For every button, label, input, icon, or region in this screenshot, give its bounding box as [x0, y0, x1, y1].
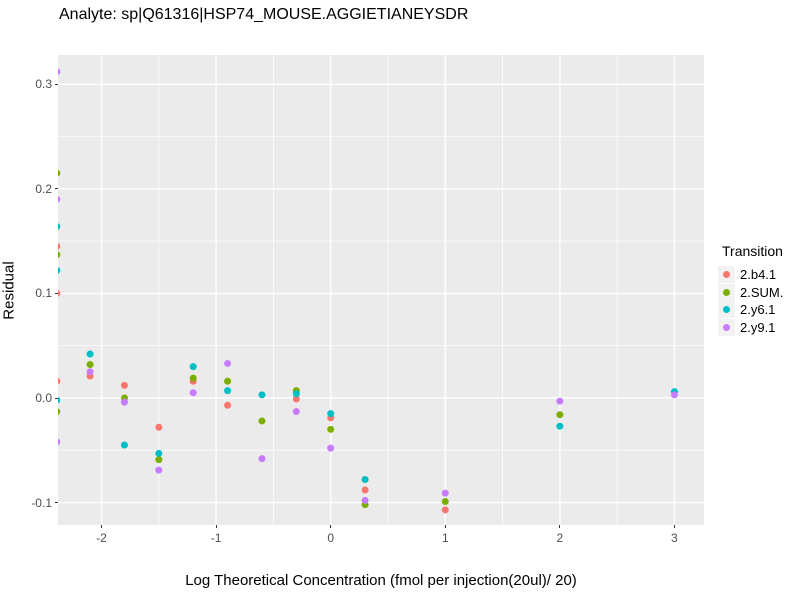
data-point-2.y9.1	[441, 489, 449, 497]
legend-label: 2.b4.1	[740, 267, 777, 283]
scatter-plot-canvas	[58, 55, 704, 525]
data-point-2.y6.1	[292, 390, 300, 398]
y-tick-label: 0.1	[35, 286, 52, 301]
legend-dot-icon	[723, 306, 730, 314]
data-point-2.y6.1	[258, 391, 266, 399]
data-point-2.y9.1	[258, 455, 266, 463]
data-point-2.y9.1	[120, 398, 128, 406]
y-tick-mark	[55, 292, 58, 294]
data-point-2.y9.1	[292, 408, 300, 416]
legend-row: 2.y6.1	[718, 301, 783, 319]
data-point-2.b4.1	[155, 423, 163, 431]
data-point-2.b4.1	[58, 290, 61, 297]
y-tick-label: 0.2	[35, 181, 52, 196]
legend-label: 2.SUM.	[740, 284, 784, 300]
data-point-2.y9.1	[86, 368, 94, 376]
legend-dot-icon	[723, 323, 730, 331]
y-tick-mark	[55, 83, 58, 85]
legend-key-swatch	[718, 283, 735, 301]
plot-panel	[58, 55, 704, 525]
data-point-2.y6.1	[361, 476, 369, 484]
legend: Transition 2.b4.1 2.SUM. 2.y6.1 2.y9.1	[718, 243, 783, 336]
x-tick-label: 2	[556, 531, 564, 545]
legend-dot-icon	[723, 288, 730, 296]
x-tick-label: 0	[327, 531, 335, 545]
data-point-2.b4.1	[224, 401, 232, 409]
legend-key-swatch	[718, 301, 735, 319]
data-point-2.SUM.	[441, 497, 449, 505]
data-point-2.y9.1	[670, 391, 678, 399]
x-tick-mark	[444, 525, 446, 528]
data-point-2.b4.1	[120, 381, 128, 389]
data-point-2.y6.1	[120, 441, 128, 449]
data-point-2.y6.1	[224, 387, 232, 395]
legend-row: 2.b4.1	[718, 266, 783, 284]
data-point-2.y6.1	[189, 363, 197, 371]
legend-label: 2.y9.1	[740, 319, 776, 335]
data-point-2.SUM.	[58, 169, 61, 177]
data-point-2.y9.1	[327, 444, 335, 452]
plot-title: Analyte: sp|Q61316|HSP74_MOUSE.AGGIETIAN…	[59, 6, 469, 23]
data-point-2.SUM.	[58, 408, 61, 415]
data-point-2.b4.1	[441, 506, 449, 514]
x-tick-label: -1	[210, 531, 222, 545]
data-point-2.SUM.	[86, 360, 94, 368]
data-point-2.SUM.	[155, 456, 163, 464]
legend-key-swatch	[718, 318, 735, 336]
data-point-2.y6.1	[58, 396, 61, 404]
x-tick-mark	[330, 525, 332, 528]
x-tick-label: 3	[671, 531, 678, 545]
data-point-2.y6.1	[86, 350, 94, 358]
x-tick-label: 1	[441, 531, 449, 545]
x-tick-mark	[559, 525, 561, 528]
data-point-2.y9.1	[361, 496, 369, 504]
data-point-2.y9.1	[155, 466, 163, 474]
data-point-2.b4.1	[58, 243, 61, 250]
x-tick-mark	[673, 525, 675, 528]
x-axis-title: Log Theoretical Concentration (fmol per …	[185, 572, 577, 589]
legend-items: 2.b4.1 2.SUM. 2.y6.1 2.y9.1	[718, 266, 783, 336]
data-point-2.y6.1	[556, 422, 564, 430]
data-point-2.y6.1	[155, 449, 163, 457]
data-point-2.b4.1	[292, 395, 300, 403]
legend-dot-icon	[723, 271, 730, 279]
data-point-2.SUM.	[58, 251, 61, 259]
data-point-2.y9.1	[58, 195, 61, 203]
y-tick-mark	[55, 397, 58, 399]
legend-label: 2.y6.1	[740, 302, 776, 318]
data-point-2.SUM.	[224, 377, 232, 385]
data-point-2.b4.1	[58, 377, 61, 385]
x-tick-mark	[215, 525, 217, 528]
y-tick-label: 0.3	[35, 77, 52, 92]
data-point-2.y9.1	[58, 68, 61, 76]
data-point-2.b4.1	[361, 486, 369, 494]
data-point-2.y6.1	[58, 223, 61, 230]
data-point-2.SUM.	[327, 425, 335, 433]
data-point-2.SUM.	[189, 374, 197, 382]
x-tick-mark	[101, 525, 102, 528]
y-tick-label: -0.1	[31, 495, 52, 510]
legend-title: Transition	[722, 243, 783, 259]
data-point-2.SUM.	[556, 411, 564, 419]
data-point-2.y9.1	[58, 438, 61, 446]
legend-row: 2.y9.1	[718, 318, 783, 337]
data-point-2.y9.1	[189, 389, 197, 397]
y-tick-label: 0.0	[35, 391, 52, 405]
data-point-2.SUM.	[258, 417, 266, 425]
legend-key-swatch	[718, 266, 735, 284]
y-tick-mark	[55, 188, 58, 190]
x-tick-label: -2	[96, 531, 107, 545]
data-point-2.y6.1	[327, 410, 335, 418]
data-point-2.y9.1	[556, 397, 564, 405]
data-point-2.y6.1	[58, 267, 61, 274]
legend-row: 2.SUM.	[718, 283, 784, 302]
y-tick-mark	[55, 502, 58, 503]
data-point-2.y9.1	[224, 359, 232, 367]
